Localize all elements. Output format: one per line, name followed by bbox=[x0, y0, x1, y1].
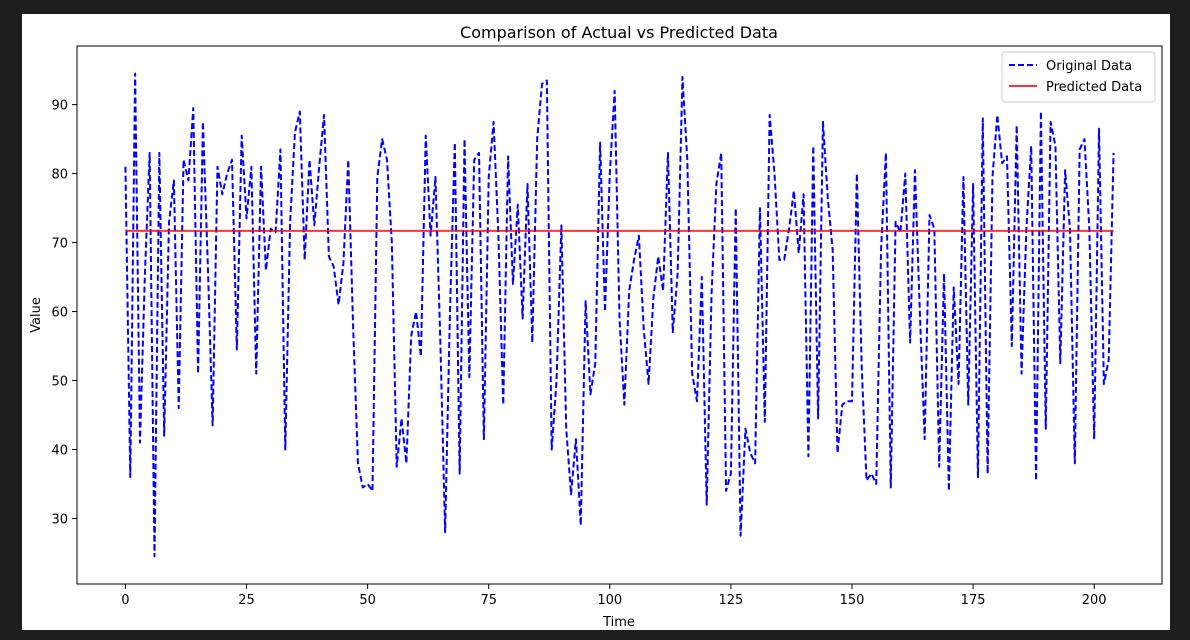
x-tick-label: 200 bbox=[1082, 593, 1107, 608]
legend-label-original: Original Data bbox=[1046, 59, 1132, 74]
legend: Original Data Predicted Data bbox=[1001, 51, 1156, 103]
chart-title: Comparison of Actual vs Predicted Data bbox=[460, 23, 778, 42]
x-tick-label: 100 bbox=[597, 593, 622, 608]
x-axis: 0 25 50 75 100 125 150 175 200 bbox=[121, 584, 1107, 608]
chart-figure: Comparison of Actual vs Predicted Data 0… bbox=[22, 14, 1170, 630]
line-chart: Comparison of Actual vs Predicted Data 0… bbox=[29, 23, 1163, 630]
x-tick-label: 0 bbox=[121, 593, 129, 608]
legend-box bbox=[1001, 51, 1156, 103]
y-tick-label: 50 bbox=[51, 375, 68, 390]
x-tick-label: 75 bbox=[480, 593, 497, 608]
legend-label-predicted: Predicted Data bbox=[1046, 80, 1142, 95]
y-tick-label: 70 bbox=[51, 237, 68, 252]
y-tick-label: 90 bbox=[51, 99, 68, 114]
y-tick-label: 80 bbox=[51, 168, 68, 183]
x-tick-label: 50 bbox=[359, 593, 376, 608]
x-tick-label: 150 bbox=[840, 593, 865, 608]
y-tick-label: 60 bbox=[51, 306, 68, 321]
x-tick-label: 25 bbox=[238, 593, 255, 608]
y-axis-label: Value bbox=[29, 297, 44, 333]
x-tick-label: 125 bbox=[718, 593, 743, 608]
x-axis-label: Time bbox=[602, 615, 635, 630]
y-tick-label: 30 bbox=[51, 512, 68, 527]
y-axis: 30 40 50 60 70 80 90 bbox=[51, 99, 77, 527]
x-tick-label: 175 bbox=[961, 593, 986, 608]
y-tick-label: 40 bbox=[51, 444, 68, 459]
series-layer bbox=[124, 72, 1115, 558]
